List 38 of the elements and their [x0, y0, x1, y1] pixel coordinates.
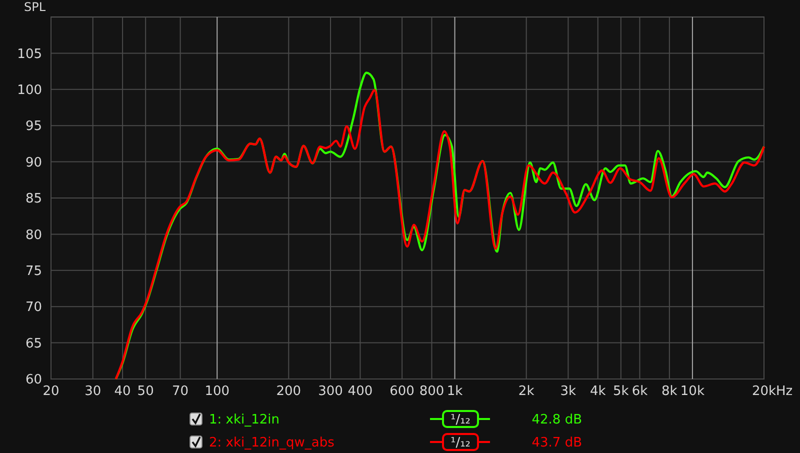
x-tick-label: 800	[419, 384, 444, 399]
text: 2: xki_12in_qw_abs	[209, 436, 335, 451]
text: 1: xki_12in	[209, 412, 280, 428]
x-tick-label: 5k	[613, 384, 630, 399]
y-tick-label: 60	[25, 372, 42, 388]
y-tick-label: 95	[25, 119, 42, 134]
text: ¹/₁₂	[450, 436, 471, 451]
x-tick-label: 40	[114, 384, 131, 399]
y-tick-label: 85	[25, 192, 42, 207]
x-tick-label: 20	[42, 384, 60, 399]
x-tick-label: 300	[318, 384, 343, 399]
y-tick-label: 80	[25, 228, 42, 243]
y-tick-label: 90	[25, 155, 42, 170]
y-axis-title: SPL	[24, 0, 46, 14]
y-tick-label: 100	[17, 82, 42, 98]
x-tick-label: 10k	[680, 384, 705, 399]
y-tick-label: 70	[25, 300, 42, 316]
x-tick-label: 2k	[518, 384, 535, 399]
x-tick-label: 100	[204, 384, 230, 399]
x-tick-label: 70	[172, 384, 189, 399]
x-tick-label: 50	[137, 384, 154, 399]
y-tick-label: 65	[25, 336, 42, 352]
x-tick-label: 8k	[662, 384, 678, 399]
x-tick-label: 20k	[752, 384, 777, 399]
x-tick-label: 3k	[560, 384, 577, 399]
text: ¹/₁₂	[450, 412, 471, 428]
x-tick-label: 1k	[446, 384, 464, 399]
x-tick-label: 400	[348, 384, 373, 399]
y-tick-label: 75	[25, 264, 42, 279]
x-tick-label: 600	[390, 384, 414, 399]
x-tick-label: 4k	[590, 384, 606, 399]
x-tick-label: 6k	[632, 384, 648, 399]
x-tick-label: 200	[276, 384, 302, 399]
x-axis-title: Hz	[776, 384, 793, 399]
y-tick-label: 105	[17, 46, 42, 62]
x-tick-label: 30	[84, 384, 102, 399]
text: 43.7 dB	[532, 436, 582, 451]
text: 42.8 dB	[532, 412, 582, 428]
